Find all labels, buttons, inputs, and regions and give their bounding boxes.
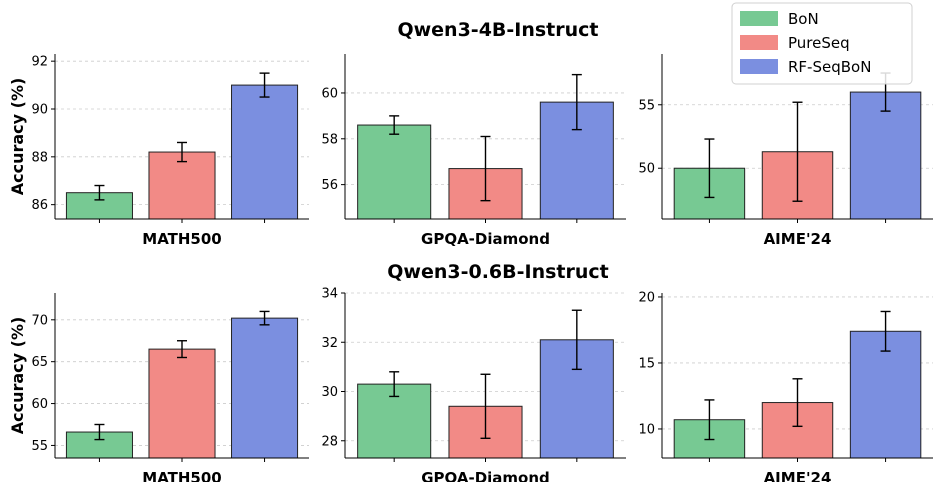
x-axis-label: GPOA-Diamond (421, 469, 550, 482)
y-tick-label: 28 (321, 434, 338, 449)
legend-label: PureSeq (788, 34, 850, 52)
y-axis-label: Accuracy (%) (8, 78, 27, 196)
y-tick-label: 56 (321, 178, 338, 193)
x-axis-label: MATH500 (142, 230, 221, 248)
x-axis-label: MATH500 (142, 469, 221, 482)
bar-rf-seqbon (231, 317, 299, 459)
bar-pureseq (148, 348, 216, 459)
y-tick-label: 92 (31, 55, 48, 70)
y-tick-label: 55 (638, 98, 655, 113)
x-axis-label: GPQA-Diamond (421, 230, 550, 248)
y-tick-label: 34 (321, 287, 338, 302)
bar-rf-seqbon (849, 91, 922, 220)
y-tick-label: 60 (321, 86, 338, 101)
y-axis-label: Accuracy (%) (8, 317, 27, 435)
bar-bon (357, 124, 432, 220)
bar-rf-seqbon (231, 84, 299, 220)
row-title: Qwen3-4B-Instruct (397, 19, 598, 41)
y-tick-label: 60 (31, 397, 48, 412)
y-tick-label: 70 (31, 313, 48, 328)
y-tick-label: 86 (31, 198, 48, 213)
y-tick-label: 10 (638, 422, 655, 437)
y-tick-label: 65 (31, 355, 48, 370)
x-axis-label: AIME'24 (764, 469, 832, 482)
y-tick-label: 30 (321, 385, 338, 400)
y-tick-label: 15 (638, 356, 655, 371)
y-tick-label: 20 (638, 290, 655, 305)
y-tick-label: 50 (638, 162, 655, 177)
x-axis-label: AIME'24 (764, 230, 832, 248)
legend-label: BoN (788, 10, 819, 28)
legend-swatch-rf-seqbon (740, 59, 778, 74)
y-tick-label: 58 (321, 132, 338, 147)
row-title: Qwen3-0.6B-Instruct (387, 261, 608, 283)
legend-swatch-bon (740, 11, 778, 26)
y-tick-label: 90 (31, 103, 48, 118)
legend-label: RF-SeqBoN (788, 58, 871, 76)
y-tick-label: 88 (31, 150, 48, 165)
y-tick-label: 32 (321, 336, 338, 351)
y-tick-label: 55 (31, 439, 48, 454)
legend-swatch-pureseq (740, 35, 778, 50)
